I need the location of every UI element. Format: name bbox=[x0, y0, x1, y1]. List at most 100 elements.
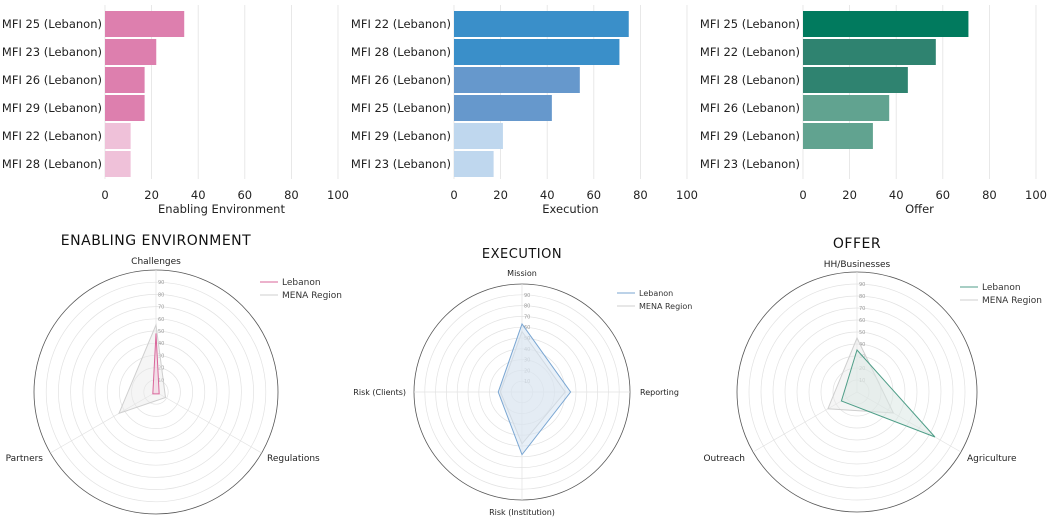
category-label: MFI 26 (Lebanon) bbox=[700, 101, 800, 115]
radar-title: EXECUTION bbox=[482, 247, 562, 262]
radar-axis-label: Risk (Institution) bbox=[489, 508, 555, 517]
category-label: MFI 23 (Lebanon) bbox=[700, 157, 800, 171]
radar-axis-label: Regulations bbox=[267, 454, 320, 464]
bar bbox=[105, 11, 185, 37]
x-tick-label: 60 bbox=[586, 188, 601, 202]
radar-chart-3: OFFER102030405060708090HH/BusinessesAgri… bbox=[703, 236, 1042, 513]
legend-label: MENA Region bbox=[282, 291, 342, 301]
legend-label: Lebanon bbox=[639, 289, 673, 298]
radar-axis-label: Mission bbox=[507, 269, 537, 278]
category-label: MFI 28 (Lebanon) bbox=[700, 73, 800, 87]
bar-chart-3: MFI 25 (Lebanon) MFI 22 (Lebanon) MFI 28 (… bbox=[700, 5, 1047, 216]
x-tick-label: 20 bbox=[144, 188, 159, 202]
radar-chart-2: EXECUTION102030405060708090MissionReport… bbox=[353, 247, 692, 517]
x-tick-label: 100 bbox=[676, 188, 698, 202]
x-tick-label: 40 bbox=[191, 188, 206, 202]
x-tick-label: 20 bbox=[842, 188, 857, 202]
radar-axis-label: Reporting bbox=[640, 388, 679, 397]
radar-spoke bbox=[155, 391, 262, 454]
bar-chart-2: MFI 22 (Lebanon) MFI 28 (Lebanon) MFI 26 (… bbox=[351, 5, 698, 216]
bar bbox=[454, 123, 503, 149]
bar-chart-1: MFI 25 (Lebanon) MFI 23 (Lebanon) MFI 26 (… bbox=[2, 5, 349, 216]
radar-axis-label: Challenges bbox=[131, 257, 181, 267]
category-label: MFI 25 (Lebanon) bbox=[2, 17, 102, 31]
radial-tick-label: 20 bbox=[158, 366, 164, 372]
radar-title: ENABLING ENVIRONMENT bbox=[61, 233, 251, 249]
category-label: MFI 22 (Lebanon) bbox=[351, 17, 451, 31]
x-tick-label: 80 bbox=[284, 188, 299, 202]
radial-tick-label: 50 bbox=[158, 329, 164, 335]
legend-label: Lebanon bbox=[282, 278, 321, 288]
bar bbox=[105, 151, 131, 177]
x-tick-label: 100 bbox=[1025, 188, 1047, 202]
bar bbox=[803, 67, 908, 93]
legend-label: Lebanon bbox=[982, 283, 1021, 293]
category-label: MFI 29 (Lebanon) bbox=[700, 129, 800, 143]
series-polygon-lebanon bbox=[497, 322, 572, 456]
bar bbox=[454, 39, 620, 65]
radar-axis-label: Risk (Clients) bbox=[353, 388, 406, 397]
radar-spoke bbox=[50, 391, 157, 454]
x-tick-label: 40 bbox=[889, 188, 904, 202]
radial-tick-label: 70 bbox=[859, 306, 865, 312]
radial-tick-label: 70 bbox=[158, 305, 164, 311]
category-label: MFI 22 (Lebanon) bbox=[700, 45, 800, 59]
category-label: MFI 28 (Lebanon) bbox=[351, 45, 451, 59]
legend-label: MENA Region bbox=[639, 302, 692, 311]
radial-tick-label: 10 bbox=[158, 378, 164, 384]
x-tick-label: 80 bbox=[982, 188, 997, 202]
legend-label: MENA Region bbox=[982, 296, 1042, 306]
radial-tick-label: 90 bbox=[158, 280, 164, 286]
category-label: MFI 29 (Lebanon) bbox=[351, 129, 451, 143]
radial-tick-label: 60 bbox=[158, 317, 164, 323]
bar bbox=[454, 151, 494, 177]
bar bbox=[105, 123, 131, 149]
category-label: MFI 23 (Lebanon) bbox=[351, 157, 451, 171]
series-polygon-lebanon bbox=[152, 333, 160, 395]
x-axis-label: Execution bbox=[542, 202, 598, 216]
category-label: MFI 29 (Lebanon) bbox=[2, 101, 102, 115]
category-label: MFI 28 (Lebanon) bbox=[2, 157, 102, 171]
radial-tick-label: 90 bbox=[859, 282, 865, 288]
bar bbox=[803, 123, 873, 149]
category-label: MFI 26 (Lebanon) bbox=[2, 73, 102, 87]
x-tick-label: 20 bbox=[493, 188, 508, 202]
series-polygon-lebanon bbox=[840, 349, 936, 438]
bar bbox=[105, 67, 145, 93]
bar bbox=[803, 39, 936, 65]
bar bbox=[105, 39, 157, 65]
category-label: MFI 26 (Lebanon) bbox=[351, 73, 451, 87]
category-label: MFI 25 (Lebanon) bbox=[700, 17, 800, 31]
radial-tick-label: 80 bbox=[524, 304, 530, 310]
radar-axis-label: HH/Businesses bbox=[824, 260, 891, 270]
radial-tick-label: 40 bbox=[158, 341, 164, 347]
x-tick-label: 80 bbox=[633, 188, 648, 202]
x-tick-label: 0 bbox=[799, 188, 806, 202]
radar-axis-label: Outreach bbox=[703, 454, 745, 464]
radial-tick-label: 80 bbox=[158, 292, 164, 298]
radar-chart-1: ENABLING ENVIRONMENT 10 20 30 40 50 60 70 80 90 Ch… bbox=[6, 233, 342, 515]
bar bbox=[803, 95, 890, 121]
radar-spoke bbox=[752, 391, 858, 453]
bar bbox=[803, 11, 969, 37]
radial-tick-label: 40 bbox=[859, 342, 865, 348]
x-tick-label: 60 bbox=[935, 188, 950, 202]
radar-axis-label: Agriculture bbox=[967, 454, 1017, 464]
x-tick-label: 60 bbox=[237, 188, 252, 202]
radial-tick-label: 90 bbox=[524, 293, 530, 299]
x-axis-label: Offer bbox=[905, 202, 934, 216]
bar bbox=[454, 95, 552, 121]
category-label: MFI 22 (Lebanon) bbox=[2, 129, 102, 143]
category-label: MFI 23 (Lebanon) bbox=[2, 45, 102, 59]
radial-tick-label: 70 bbox=[524, 314, 530, 320]
x-tick-label: 100 bbox=[327, 188, 349, 202]
x-tick-label: 0 bbox=[101, 188, 108, 202]
series-polygon-mena bbox=[118, 322, 167, 415]
radial-tick-label: 30 bbox=[158, 353, 164, 359]
x-axis-label: Enabling Environment bbox=[158, 202, 285, 216]
radial-tick-label: 50 bbox=[859, 330, 865, 336]
x-tick-label: 40 bbox=[540, 188, 555, 202]
radial-tick-label: 60 bbox=[524, 325, 530, 331]
radar-axis-label: Partners bbox=[6, 454, 44, 464]
